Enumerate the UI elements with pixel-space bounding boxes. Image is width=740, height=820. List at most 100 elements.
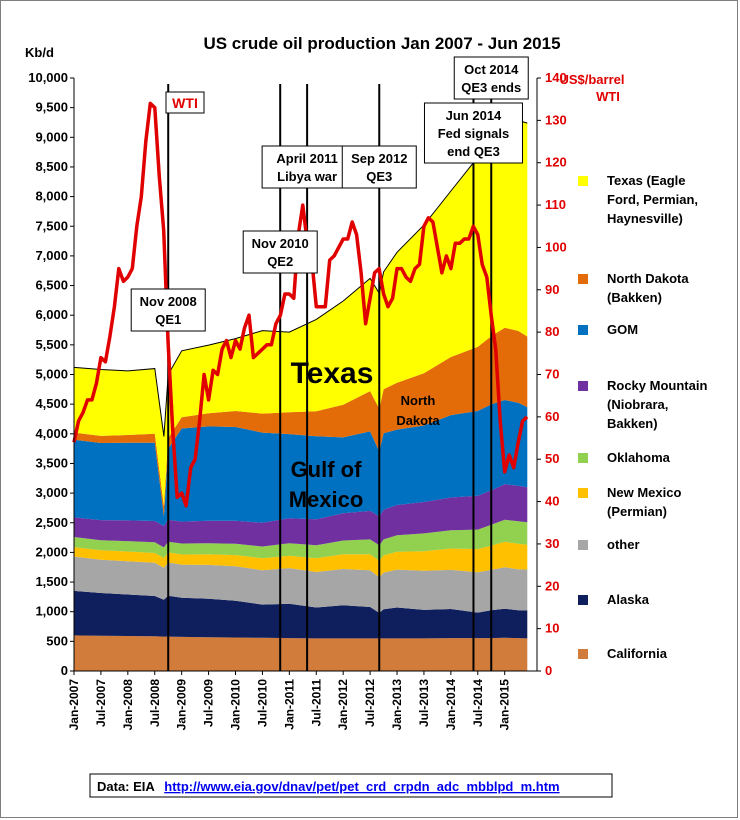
source-link[interactable]: http://www.eia.gov/dnav/pet/pet_crd_crpd… [164, 779, 559, 794]
x-tick-label: Jul-2013 [417, 679, 431, 727]
wti-price-line [72, 101, 529, 508]
annotation-text: Sep 2012 [351, 151, 407, 166]
x-tick-label: Jan-2010 [229, 679, 243, 731]
annotation-box [453, 56, 529, 100]
annotation-2: Nov 2010 QE2 [242, 230, 318, 274]
right-tick-label: 50 [545, 451, 559, 466]
legend-label: North Dakota [607, 271, 689, 286]
right-tick-label: 10 [545, 621, 559, 636]
left-tick-label: 2,000 [35, 544, 68, 559]
legend-label: GOM [607, 322, 638, 337]
legend-swatch [578, 649, 588, 659]
left-tick-label: 4,000 [35, 426, 68, 441]
legend-item-8: Alaska [578, 592, 650, 607]
annotation-text: Fed signals [438, 126, 510, 141]
annotation-text: end QE3 [447, 144, 500, 159]
left-tick-label: 9,000 [35, 129, 68, 144]
left-tick-label: 8,000 [35, 189, 68, 204]
legend-label: Haynesville) [607, 211, 683, 226]
right-tick-label: 90 [545, 282, 559, 297]
axes: 05001,0001,5002,0002,5003,0003,5004,0004… [28, 70, 566, 730]
annotation-3: April 2011 Libya war [261, 145, 353, 189]
annotation-6: Oct 2014 QE3 ends [453, 56, 529, 100]
legend-swatch [578, 176, 588, 186]
right-tick-label: 130 [545, 112, 567, 127]
wti-tag-box [165, 91, 205, 114]
legend-swatch [578, 453, 588, 463]
legend-label: (Permian) [607, 504, 667, 519]
left-tick-label: 10,000 [28, 70, 68, 85]
right-tick-label: 100 [545, 239, 567, 254]
annotation-text: QE1 [155, 312, 181, 327]
north-area-label: North [401, 393, 436, 408]
gulf-area-label: Gulf of [291, 457, 363, 482]
right-tick-label: 40 [545, 494, 559, 509]
right-tick-label: 30 [545, 536, 559, 551]
right-tick-label: 20 [545, 578, 559, 593]
mexico-area-label: Mexico [289, 487, 364, 512]
legend-label: Rocky Mountain [607, 378, 707, 393]
legend-label: (Bakken) [607, 290, 662, 305]
legend-label: Ford, Permian, [607, 192, 698, 207]
left-tick-label: 5,500 [35, 337, 68, 352]
x-tick-label: Jan-2013 [390, 679, 404, 731]
right-axis-unit: US$/barrel [559, 72, 624, 87]
left-tick-label: 4,500 [35, 396, 68, 411]
annotation-text: QE3 ends [461, 80, 521, 95]
area-north-dakota-bakken [74, 327, 528, 517]
legend-label: other [607, 537, 640, 552]
legend-label: Bakken) [607, 416, 658, 431]
legend-swatch [578, 595, 588, 605]
x-tick-label: Jan-2011 [282, 679, 296, 730]
x-tick-label: Jan-2009 [175, 679, 189, 731]
left-axis-unit: Kb/d [25, 45, 54, 60]
legend-item-3: GOM [578, 322, 638, 337]
wti-tag: WTI [165, 91, 205, 114]
left-tick-label: 5,000 [35, 367, 68, 382]
x-tick-label: Jul-2009 [202, 679, 216, 727]
legend-label: Texas (Eagle [607, 173, 686, 188]
legend-item-4: Rocky Mountain (Niobrara, Bakken) [578, 378, 707, 431]
right-tick-label: 70 [545, 367, 559, 382]
legend-item-5: Oklahoma [578, 450, 671, 465]
legend-label: (Niobrara, [607, 397, 668, 412]
annotation-box [341, 145, 417, 189]
right-tick-label: 80 [545, 324, 559, 339]
legend-swatch [578, 381, 588, 391]
x-tick-label: Jul-2012 [363, 679, 377, 727]
area-california [74, 635, 528, 671]
area-rocky-mountain-niobrara-bakken [74, 484, 528, 548]
annotation-1: Nov 2008 QE1 [130, 288, 206, 332]
dakota-area-label: Dakota [396, 413, 440, 428]
x-tick-label: Jan-2014 [444, 679, 458, 731]
area-other [74, 556, 528, 613]
legend-item-1: Texas (Eagle Ford, Permian, Haynesville) [578, 173, 698, 226]
left-tick-label: 2,500 [35, 515, 68, 530]
left-tick-label: 6,500 [35, 278, 68, 293]
area-labels: Texas Gulf of Mexico North Dakota [289, 357, 441, 512]
legend-swatch [578, 274, 588, 284]
right-axis-unit-sub: WTI [596, 89, 620, 104]
annotation-text: Nov 2010 [252, 236, 309, 251]
annotation-text: QE2 [267, 254, 293, 269]
x-tick-label: Jul-2010 [255, 679, 269, 727]
annotation-text: Nov 2008 [140, 294, 197, 309]
area-texas-eagle-ford-permian-haynesville [74, 120, 528, 507]
chart-title: US crude oil production Jan 2007 - Jun 2… [203, 34, 560, 53]
annotation-5: Jun 2014 Fed signals end QE3 [423, 102, 523, 164]
x-tick-label: Jan-2012 [336, 679, 350, 731]
x-tick-label: Jul-2008 [148, 679, 162, 727]
left-tick-label: 500 [46, 633, 68, 648]
left-tick-label: 9,500 [35, 100, 68, 115]
annotation-text: Oct 2014 [464, 62, 519, 77]
legend-swatch [578, 488, 588, 498]
left-tick-label: 1,000 [35, 604, 68, 619]
right-tick-label: 120 [545, 155, 567, 170]
legend-item-7: other [578, 537, 640, 552]
annotation-4: Sep 2012 QE3 [341, 145, 417, 189]
left-tick-label: 0 [61, 663, 68, 678]
left-tick-label: 1,500 [35, 574, 68, 589]
x-tick-label: Jan-2015 [498, 679, 512, 731]
